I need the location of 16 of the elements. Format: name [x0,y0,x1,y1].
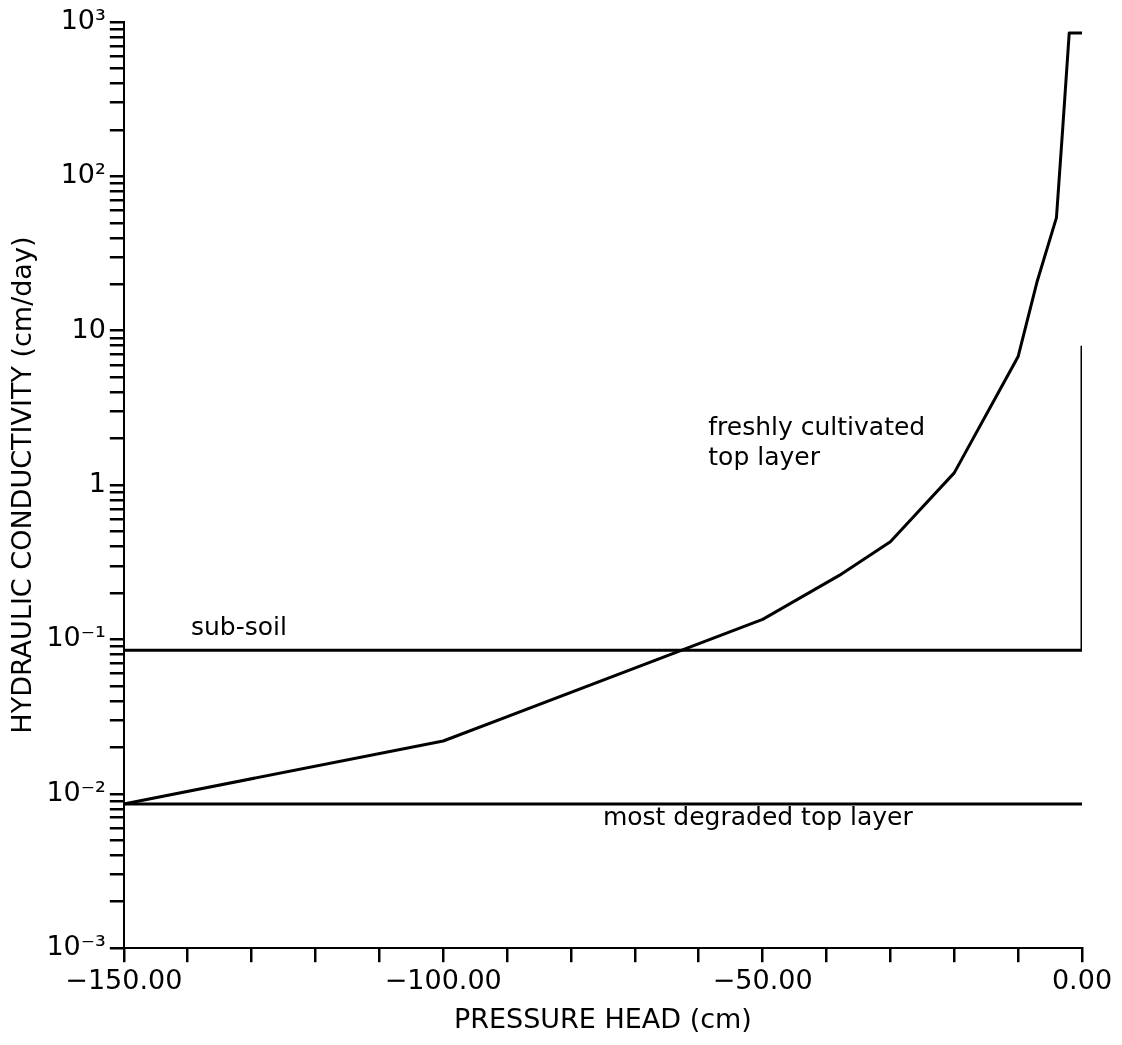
y-tick-label: 10⁻³ [46,930,106,962]
series-label: freshly cultivated top layer [708,411,926,471]
series-label: sub-soil [190,612,287,642]
y-tick-label: 10⁻² [46,775,106,807]
x-axis-title: PRESSURE HEAD (cm) [453,1002,752,1034]
y-tick-label: 10² [60,158,106,190]
y-axis-title: HYDRAULIC CONDUCTIVITY (cm/day) [6,236,38,734]
y-tick-label: 10³ [60,4,106,36]
y-tick-label: 10⁻¹ [46,621,106,653]
y-tick-label: 1 [88,467,106,499]
x-tick-label: 0.00 [1051,964,1113,996]
series-label: most degraded top layer [602,802,914,832]
x-tick-label: −100.00 [384,964,502,996]
x-tick-label: −50.00 [712,964,813,996]
x-tick-label: −150.00 [65,964,183,996]
y-tick-label: 10 [71,312,106,344]
